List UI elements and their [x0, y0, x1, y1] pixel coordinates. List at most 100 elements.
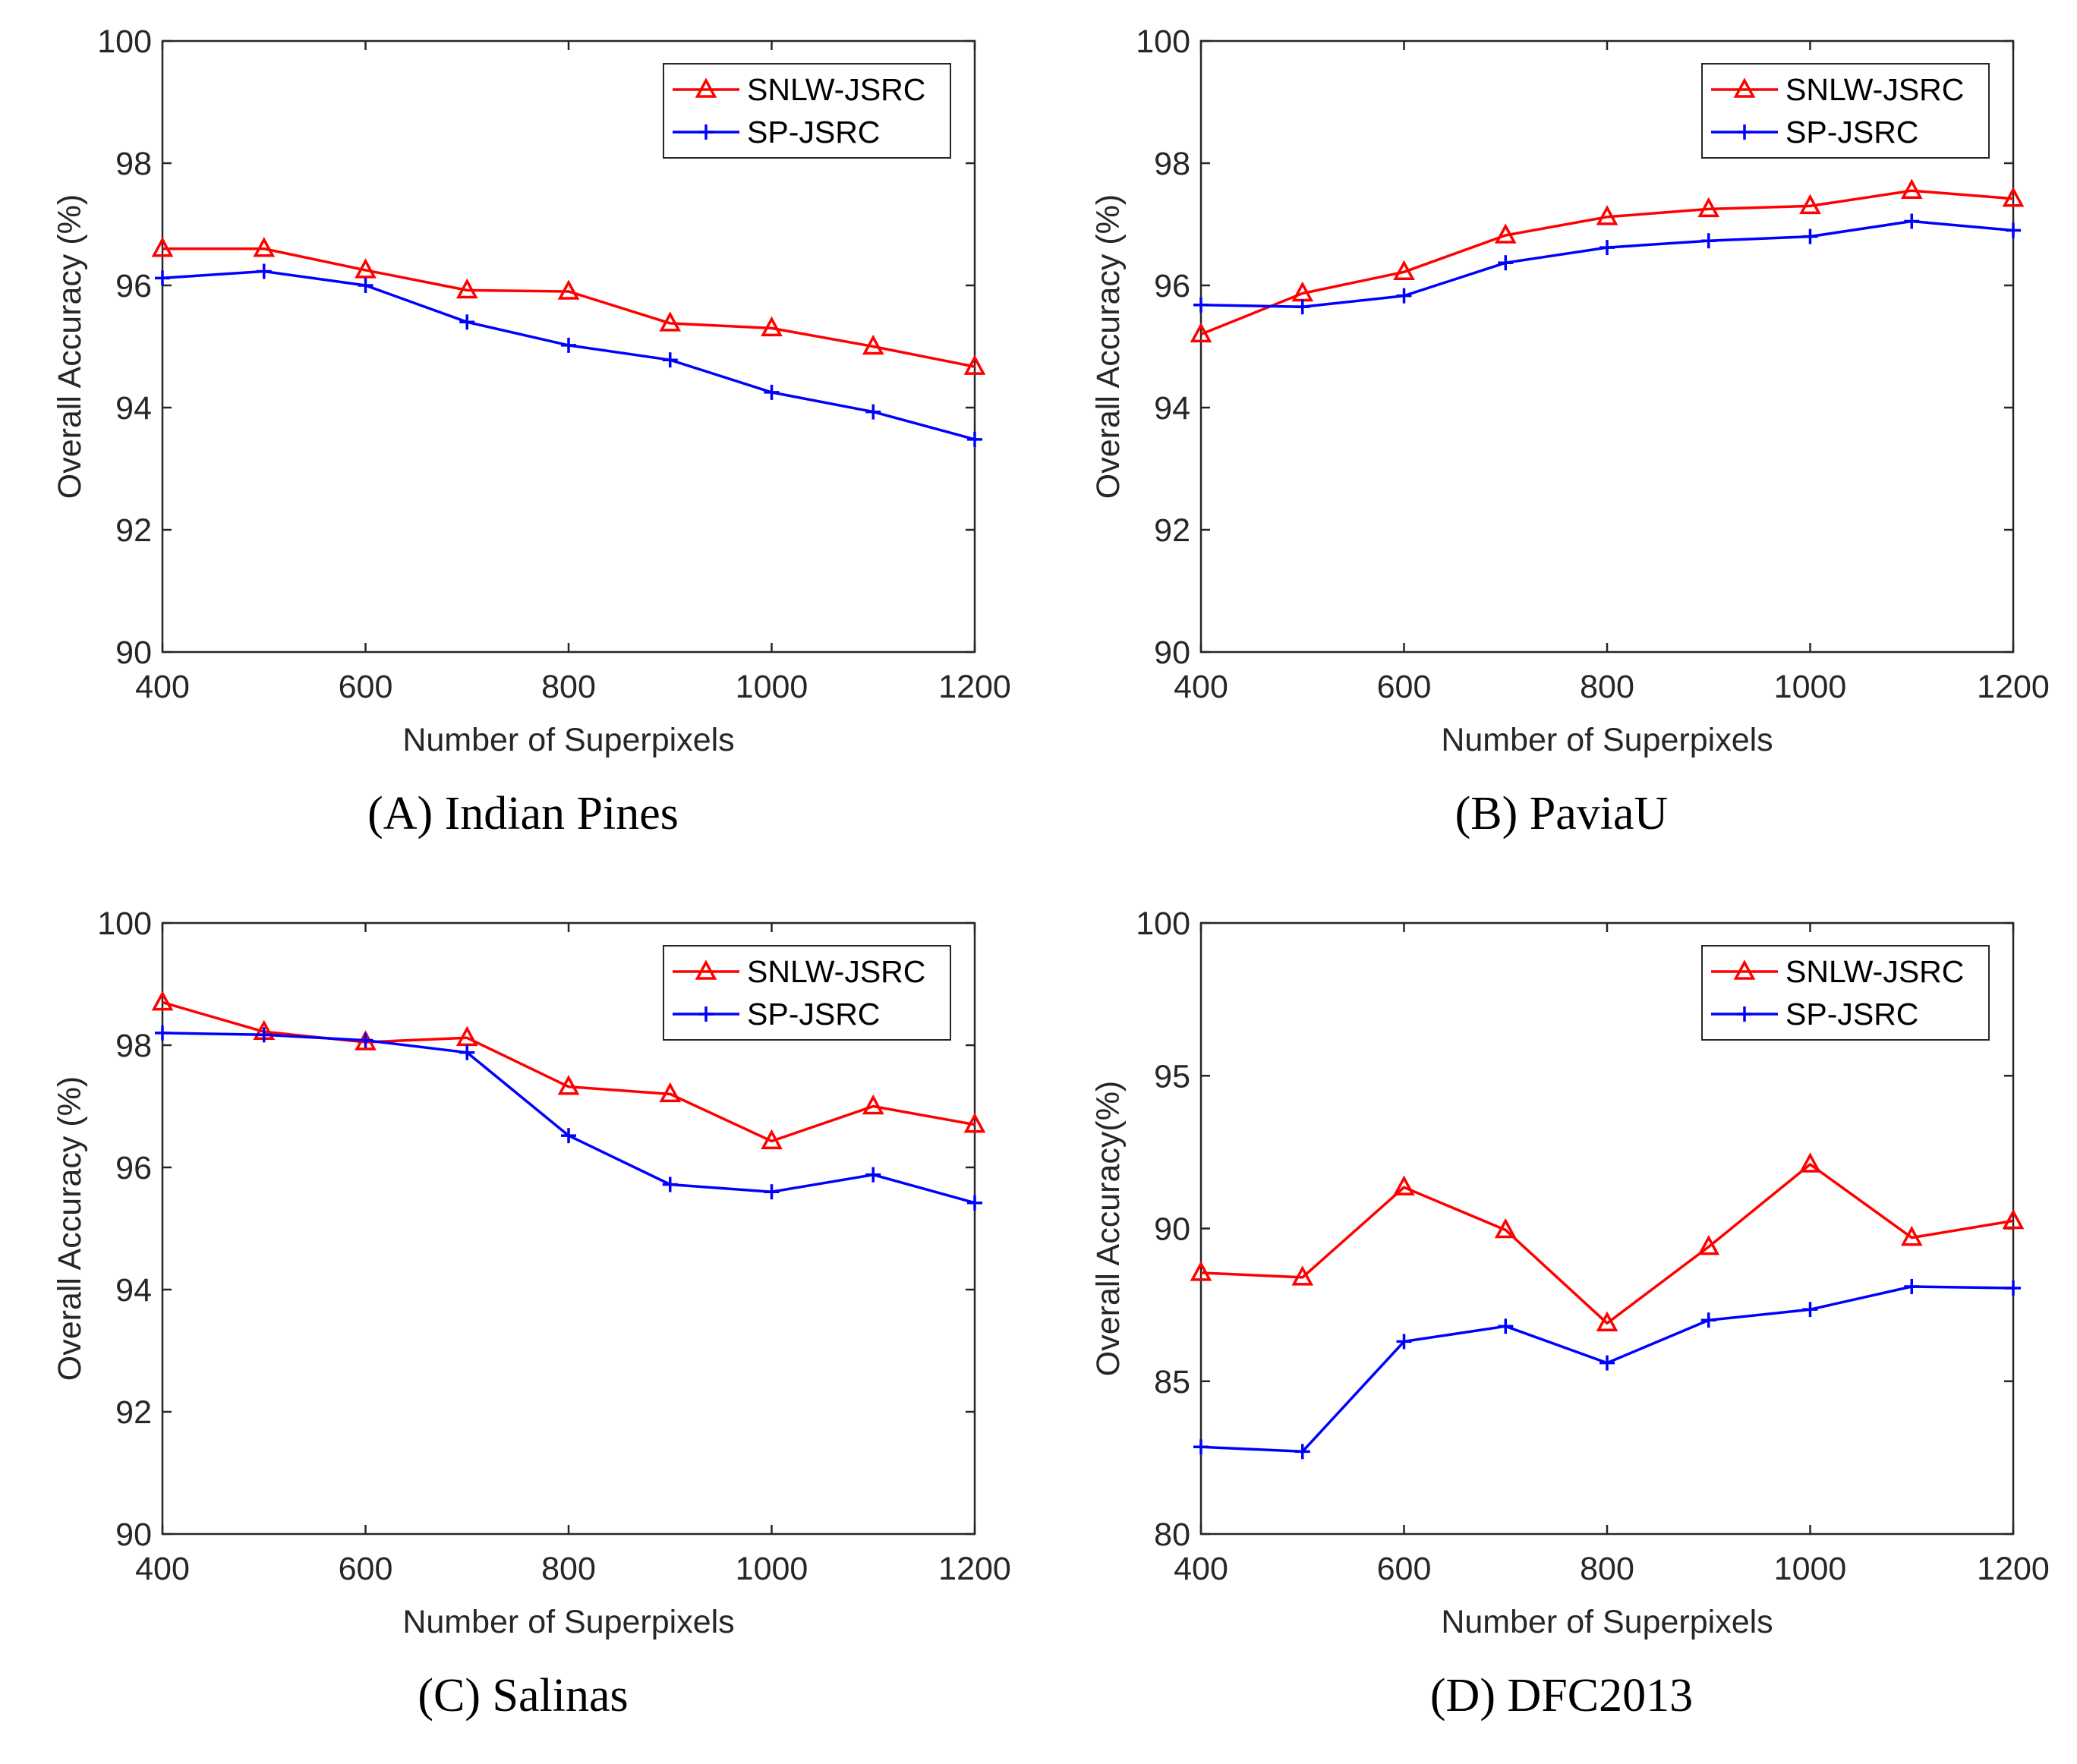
y-tick-label: 90	[115, 635, 152, 671]
series-sp-jsrc	[1193, 213, 2021, 315]
data-point-snlw-jsrc	[1799, 1152, 1821, 1173]
data-point-sp-jsrc	[358, 1032, 373, 1048]
x-tick-label: 1200	[938, 1551, 1011, 1587]
data-point-snlw-jsrc	[1596, 205, 1618, 225]
legend-item-sp-jsrc: SP-JSRC	[673, 115, 880, 150]
chart-panel-salinas: 90 92 94 96 98 100 400 600 800 1000 1200 Number of …	[0, 882, 1038, 1764]
data-point-snlw-jsrc	[1190, 322, 1212, 343]
series-line-snlw-jsrc	[162, 247, 975, 368]
legend-box	[663, 945, 951, 1041]
legend-item-sp-jsrc: SP-JSRC	[673, 997, 880, 1032]
legend-marker-snlw-jsrc	[1733, 77, 1756, 98]
x-tick-label: 1200	[1977, 669, 2050, 705]
y-tick-label: 98	[115, 1028, 152, 1064]
data-point-snlw-jsrc	[862, 1094, 884, 1115]
legend: SNLW-JSRC SP-JSRC	[663, 63, 951, 159]
data-point-sp-jsrc	[155, 1025, 170, 1041]
y-tick-label: 100	[97, 24, 152, 60]
legend-item-sp-jsrc: SP-JSRC	[1711, 115, 1918, 150]
data-point-snlw-jsrc	[1393, 1175, 1415, 1195]
y-axis-label: Overall Accuracy (%)	[52, 1076, 88, 1381]
data-point-sp-jsrc	[967, 431, 982, 447]
y-tick-label: 92	[1154, 512, 1190, 549]
data-point-sp-jsrc	[1700, 233, 1716, 249]
data-point-sp-jsrc	[256, 1027, 272, 1043]
data-point-snlw-jsrc	[455, 278, 478, 299]
y-axis-label: Overall Accuracy(%)	[1090, 1081, 1127, 1376]
y-tick-label: 100	[1136, 24, 1190, 60]
data-point-snlw-jsrc	[1291, 1265, 1314, 1286]
x-tick-label: 800	[1580, 1551, 1634, 1587]
chart-caption: (C) Salinas	[418, 1670, 628, 1721]
data-point-snlw-jsrc	[761, 316, 783, 337]
x-tick-label: 800	[541, 1551, 596, 1587]
data-point-sp-jsrc	[1396, 1334, 1412, 1350]
y-tick-label: 100	[97, 906, 152, 942]
x-tick-label: 600	[339, 669, 393, 705]
data-point-snlw-jsrc	[557, 1075, 580, 1095]
chart-panel-paviau: 90 92 94 96 98 100 400 600 800 1000 1200 Number of …	[1038, 0, 2077, 882]
chart-caption: (B) PaviaU	[1455, 788, 1669, 839]
legend: SNLW-JSRC SP-JSRC	[663, 945, 951, 1041]
chart-panel-dfc2013: 80 85 90 95 100 400 600 800 1000 1200 Number of Su…	[1038, 882, 2077, 1764]
x-tick-label: 600	[1377, 1551, 1432, 1587]
data-point-snlw-jsrc	[1697, 197, 1720, 218]
data-point-snlw-jsrc	[1900, 1225, 1923, 1246]
data-point-snlw-jsrc	[1393, 260, 1415, 281]
x-axis-label: Number of Superpixels	[1441, 1604, 1773, 1640]
data-point-snlw-jsrc	[761, 1129, 783, 1150]
data-point-sp-jsrc	[1294, 1444, 1310, 1460]
series-sp-jsrc	[155, 263, 982, 447]
series-snlw-jsrc	[151, 237, 986, 375]
x-tick-label: 1000	[1774, 1551, 1847, 1587]
data-point-sp-jsrc	[2006, 1280, 2021, 1296]
data-point-sp-jsrc	[561, 1128, 576, 1144]
data-point-snlw-jsrc	[1697, 1234, 1720, 1255]
y-tick-label: 85	[1154, 1364, 1190, 1400]
y-tick-label: 90	[1154, 1211, 1190, 1248]
y-tick-label: 96	[1154, 268, 1190, 304]
series-line-snlw-jsrc	[1200, 189, 2014, 336]
data-point-snlw-jsrc	[355, 258, 377, 279]
legend-item-sp-jsrc: SP-JSRC	[1711, 997, 1918, 1032]
x-tick-label: 1000	[1774, 669, 1847, 705]
data-point-sp-jsrc	[1498, 1318, 1514, 1334]
x-axis-label: Number of Superpixels	[1441, 722, 1773, 758]
data-point-sp-jsrc	[358, 278, 373, 293]
x-tick-label: 400	[1174, 669, 1228, 705]
y-tick-label: 94	[115, 390, 152, 427]
data-point-sp-jsrc	[865, 404, 881, 420]
legend-label: SNLW-JSRC	[747, 954, 925, 989]
data-point-sp-jsrc	[1600, 240, 1615, 256]
data-point-sp-jsrc	[1396, 288, 1412, 304]
chart-svg-indian-pines: 90 92 94 96 98 100 400 600 800 1000 1200 Number of …	[52, 24, 1011, 839]
y-tick-label: 90	[1154, 635, 1190, 671]
data-point-sp-jsrc	[764, 384, 780, 400]
data-point-snlw-jsrc	[151, 990, 174, 1011]
data-point-sp-jsrc	[1802, 228, 1818, 244]
data-point-sp-jsrc	[1294, 299, 1310, 315]
legend: SNLW-JSRC SP-JSRC	[1701, 63, 1990, 159]
data-point-snlw-jsrc	[1190, 1261, 1212, 1281]
data-point-sp-jsrc	[967, 1195, 982, 1211]
data-point-snlw-jsrc	[1900, 178, 1923, 199]
chart-svg-paviau: 90 92 94 96 98 100 400 600 800 1000 1200 Number of …	[1090, 24, 2050, 839]
y-tick-label: 96	[115, 268, 152, 304]
legend-box	[663, 63, 951, 159]
data-point-snlw-jsrc	[1799, 194, 1821, 215]
x-axis-label: Number of Superpixels	[402, 722, 734, 758]
data-point-snlw-jsrc	[1494, 1217, 1517, 1239]
series-snlw-jsrc	[1190, 1152, 2025, 1332]
x-tick-label: 800	[1580, 669, 1634, 705]
data-point-sp-jsrc	[256, 263, 272, 279]
data-point-snlw-jsrc	[151, 237, 174, 257]
data-point-sp-jsrc	[155, 270, 170, 286]
y-axis-label: Overall Accuracy (%)	[52, 194, 88, 499]
data-point-sp-jsrc	[1802, 1302, 1818, 1318]
data-point-snlw-jsrc	[2002, 187, 2025, 207]
data-point-sp-jsrc	[1600, 1355, 1615, 1371]
data-point-snlw-jsrc	[963, 354, 986, 375]
y-tick-label: 90	[115, 1517, 152, 1553]
y-tick-label: 94	[1154, 390, 1190, 427]
